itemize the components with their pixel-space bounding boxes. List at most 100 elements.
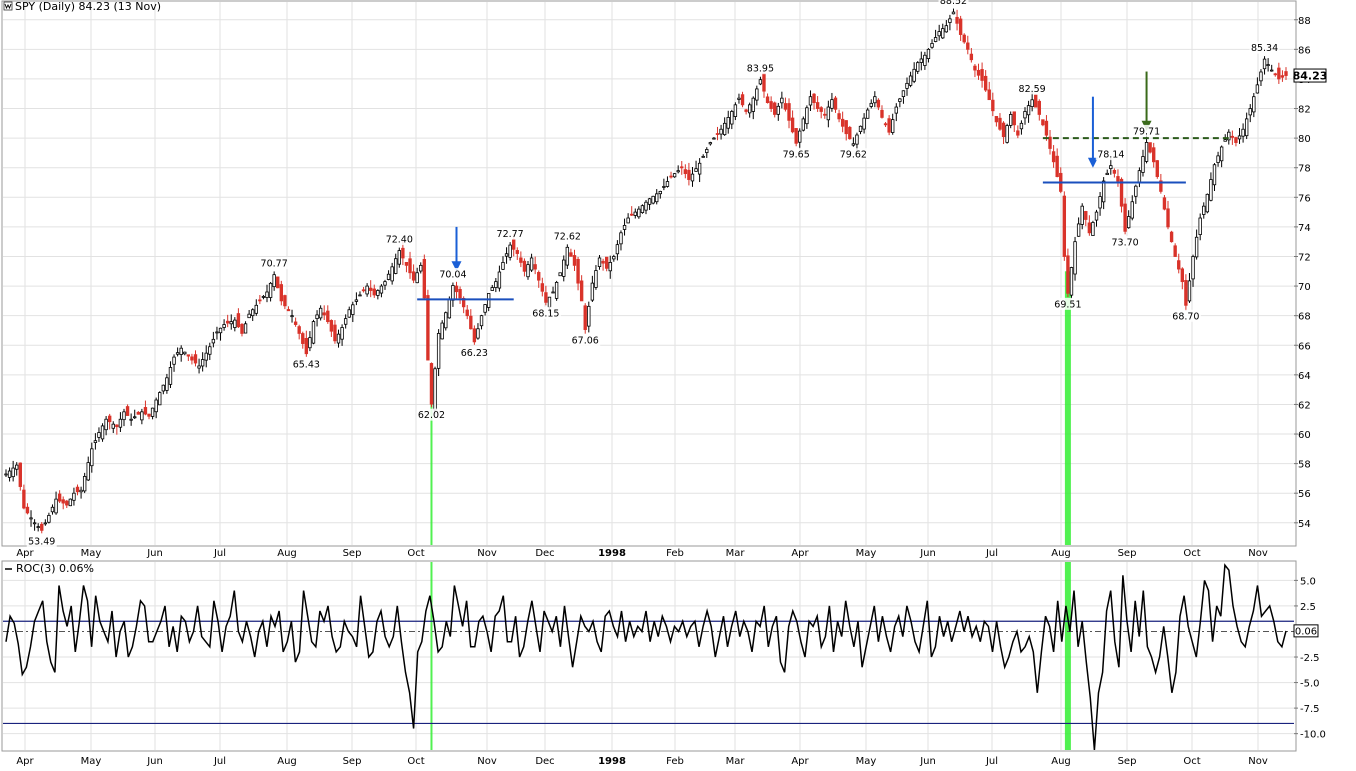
candle-body: [247, 313, 251, 319]
candle-body: [751, 97, 755, 112]
candle-body: [272, 274, 276, 288]
candle-body: [419, 264, 423, 272]
candle-body: [740, 94, 745, 106]
price-x-month-label: Oct: [407, 548, 424, 559]
candle-body: [726, 117, 730, 129]
candle-body: [1252, 96, 1256, 113]
price-label-bg: [838, 148, 869, 161]
candle-body: [912, 68, 916, 82]
green-highlight-bars: [430, 271, 1071, 545]
candle-body: [225, 320, 230, 324]
candle-body: [705, 149, 709, 153]
price-label: 53.49: [28, 536, 55, 547]
roc-y-tick-label: -10.0: [1300, 730, 1326, 741]
candle-body: [1266, 64, 1270, 66]
candle-body: [29, 517, 33, 520]
price-label-bg: [1131, 124, 1162, 137]
candle-body: [276, 276, 280, 289]
candle-body: [905, 82, 909, 89]
candle-body: [100, 425, 105, 440]
roc-x-month-label: Sep: [1118, 756, 1137, 767]
price-label-bg: [1170, 309, 1201, 322]
candle-body: [379, 285, 384, 294]
candle-body: [261, 296, 266, 298]
candle-body: [444, 312, 448, 329]
candle-body: [655, 193, 659, 203]
price-x-month-label: Aug: [1051, 548, 1071, 559]
candle-body: [1205, 193, 1210, 213]
roc-x-month-label: Sep: [343, 756, 362, 767]
price-x-month-label: Jun: [919, 548, 936, 559]
candle-body: [1123, 203, 1127, 232]
candle-body: [1080, 205, 1084, 225]
candle-body: [858, 125, 863, 133]
candle-body: [72, 492, 76, 501]
candle-body: [361, 289, 366, 292]
candle-body: [1116, 176, 1120, 182]
candle-body: [1202, 205, 1206, 215]
price-y-tick-label: 88: [1298, 16, 1311, 27]
candle-body: [129, 418, 133, 421]
candle-body: [776, 105, 780, 115]
candle-body: [962, 34, 966, 43]
candle-body: [1001, 122, 1006, 138]
price-label-bg: [291, 358, 322, 371]
price-label: 82.59: [1019, 84, 1046, 95]
down-arrow-icon: [1087, 157, 1098, 168]
candle-body: [991, 99, 995, 112]
candle-body: [1044, 120, 1049, 136]
price-labels: 53.49 70.77 65.43 72.40 62.02 70.04 66.23 72.77…: [26, 0, 1280, 547]
price-x-month-label: 1998: [598, 548, 626, 559]
roc-x-month-label: Jul: [985, 756, 998, 767]
candle-body: [1101, 180, 1106, 203]
candle-body: [744, 109, 748, 112]
candle-body: [815, 102, 820, 109]
price-x-month-label: Feb: [666, 548, 684, 559]
candle-body: [326, 310, 330, 322]
roc-x-month-label: Mar: [726, 756, 746, 767]
candle-body: [966, 42, 970, 50]
candle-body: [1216, 155, 1220, 163]
price-x-month-label: Aug: [277, 548, 297, 559]
candle-body: [848, 126, 852, 140]
candle-body: [1270, 69, 1274, 72]
candle-body: [944, 25, 949, 33]
candle-body: [469, 315, 473, 330]
candle-body: [1177, 260, 1181, 270]
roc-x-month-label: May: [856, 756, 877, 767]
candle-body: [168, 367, 173, 385]
candle-body: [1016, 130, 1020, 136]
candle-body: [612, 256, 616, 260]
roc-x-axis: Apr May Jun Jul Aug Sep Oct Nov Dec 1998 Feb Mar Apr…: [16, 756, 1267, 767]
candle-body: [472, 328, 477, 343]
candle-body: [737, 97, 741, 100]
candle-body: [365, 285, 369, 295]
price-x-month-label: Nov: [1248, 548, 1268, 559]
candle-body: [215, 331, 219, 334]
price-label-bg: [781, 147, 812, 160]
price-y-tick-label: 66: [1298, 341, 1311, 352]
roc-y-tick-label: -7.5: [1300, 704, 1320, 715]
candle-body: [608, 262, 612, 272]
candle-body: [311, 321, 316, 344]
candle-body: [15, 464, 19, 470]
price-y-tick-label: 56: [1298, 489, 1311, 500]
price-y-tick-label: 54: [1298, 519, 1311, 530]
candle-body: [579, 280, 584, 302]
candle-body: [783, 103, 788, 110]
price-y-tick-label: 78: [1298, 164, 1311, 175]
candle-body: [186, 354, 191, 357]
candle-body: [354, 299, 359, 302]
candle-body: [61, 499, 65, 504]
candle-body: [773, 102, 777, 115]
candle-body: [258, 299, 262, 302]
price-x-month-label: Jun: [146, 548, 163, 559]
price-title: SPY (Daily) 84.23 (13 Nov): [3, 0, 161, 13]
candle-body: [958, 18, 963, 35]
price-y-tick-label: 58: [1298, 460, 1311, 471]
roc-x-month-label: Apr: [791, 756, 809, 767]
candle-body: [165, 377, 169, 391]
roc-x-month-label: May: [81, 756, 102, 767]
price-label: 67.06: [572, 336, 599, 347]
candle-body: [426, 295, 430, 361]
